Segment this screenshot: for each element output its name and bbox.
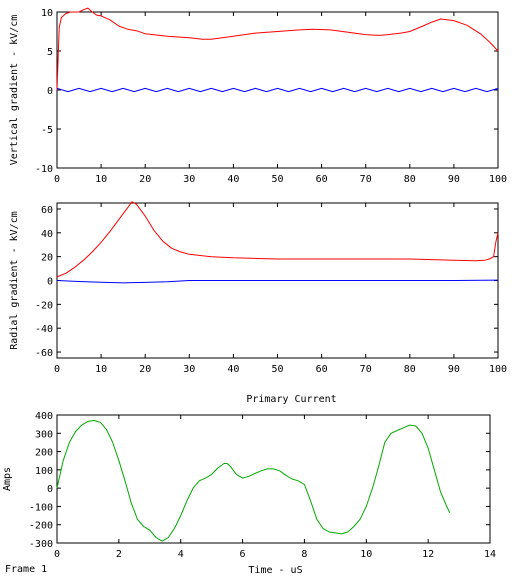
- y-tick-label: 20: [41, 253, 53, 264]
- y-tick-label: 5: [47, 47, 53, 58]
- y-tick-label: -20: [35, 300, 53, 311]
- x-tick-label: 60: [316, 174, 328, 185]
- x-tick-label: 40: [227, 364, 239, 375]
- x-axis-label: Time - uS: [248, 565, 302, 576]
- x-tick-label: 40: [227, 174, 239, 185]
- x-tick-label: 30: [183, 174, 195, 185]
- x-tick-label: 0: [54, 364, 60, 375]
- y-tick-label: 0: [47, 484, 53, 495]
- y-tick-label: -100: [29, 502, 53, 513]
- y-tick-label: -5: [41, 125, 53, 136]
- y-tick-label: -40: [35, 324, 53, 335]
- series-line-2-2: [56, 279, 499, 284]
- plot-frame-1: [56, 11, 499, 169]
- series-line-1-2: [56, 87, 499, 93]
- x-tick-label: 60: [316, 364, 328, 375]
- x-tick-label: 20: [139, 174, 151, 185]
- x-tick-label: 0: [54, 549, 60, 560]
- x-tick-label: 2: [116, 549, 122, 560]
- plot-frame-3: [56, 414, 491, 544]
- y-tick-label: 300: [35, 429, 53, 440]
- series-line-3-1: [56, 420, 451, 542]
- x-tick-label: 80: [404, 364, 416, 375]
- x-tick-label: 4: [178, 549, 184, 560]
- x-tick-label: 12: [422, 549, 434, 560]
- y-axis-label: Vertical gradient - kV/cm: [9, 15, 20, 166]
- x-tick-label: 70: [360, 364, 372, 375]
- series-line-1-1: [56, 7, 499, 91]
- x-tick-label: 30: [183, 364, 195, 375]
- chart-title: Primary Current: [246, 394, 336, 405]
- x-tick-label: 100: [489, 174, 507, 185]
- x-tick-label: 10: [95, 174, 107, 185]
- x-tick-label: 90: [448, 364, 460, 375]
- x-tick-label: 10: [360, 549, 372, 560]
- y-tick-label: 0: [47, 86, 53, 97]
- x-tick-label: 14: [484, 549, 496, 560]
- x-tick-label: 20: [139, 364, 151, 375]
- x-tick-label: 70: [360, 174, 372, 185]
- y-tick-label: 400: [35, 411, 53, 422]
- y-tick-label: 200: [35, 448, 53, 459]
- x-tick-label: 8: [301, 549, 307, 560]
- frame-label: Frame 1: [5, 564, 48, 575]
- y-tick-label: -300: [29, 539, 53, 550]
- series-line-2-1: [56, 201, 499, 278]
- x-tick-label: 0: [54, 174, 60, 185]
- x-tick-label: 80: [404, 174, 416, 185]
- y-tick-label: -10: [35, 164, 53, 175]
- y-tick-label: 40: [41, 229, 53, 240]
- y-tick-label: 0: [47, 277, 53, 288]
- x-tick-label: 6: [240, 549, 246, 560]
- x-tick-label: 50: [271, 174, 283, 185]
- y-tick-label: 100: [35, 466, 53, 477]
- x-tick-label: 90: [448, 174, 460, 185]
- y-axis-label: Amps: [2, 467, 13, 491]
- y-axis-label: Radial gradient - kV/cm: [9, 211, 20, 349]
- y-tick-label: -60: [35, 348, 53, 359]
- y-tick-label: -200: [29, 521, 53, 532]
- x-tick-label: 100: [489, 364, 507, 375]
- x-tick-label: 10: [95, 364, 107, 375]
- y-tick-label: 60: [41, 205, 53, 216]
- y-tick-label: 10: [41, 8, 53, 19]
- x-tick-label: 50: [271, 364, 283, 375]
